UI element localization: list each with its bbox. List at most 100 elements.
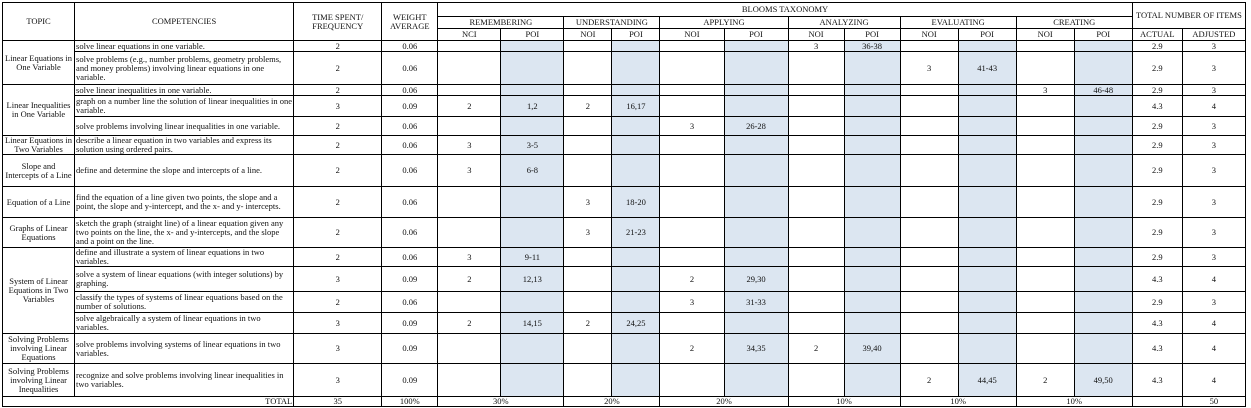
header-topic: TOPIC (1, 2, 76, 41)
nci-cell: 2 (437, 266, 502, 292)
header-sub: NOI (787, 28, 845, 41)
actual: 2.9 (1131, 40, 1183, 52)
poi-cell (611, 116, 661, 136)
poi-cell (1073, 291, 1133, 313)
nci-cell (787, 51, 845, 85)
weight: 0.09 (381, 95, 439, 117)
poi-cell (500, 333, 565, 364)
actual: 2.9 (1131, 154, 1183, 187)
nci-cell (437, 291, 502, 313)
header-level: REMEMBERING (437, 16, 565, 29)
weight: 0.09 (381, 266, 439, 292)
competency: define and illustrate a system of linear… (74, 247, 295, 267)
poi-cell (611, 333, 661, 364)
nci-cell: 2 (659, 266, 725, 292)
table-row: classify the types of systems of linear … (3, 291, 1247, 313)
adjusted: 3 (1181, 51, 1247, 85)
header-adjusted: ADJUSTED (1181, 28, 1247, 41)
poi-cell (957, 247, 1017, 267)
actual: 2.9 (1131, 135, 1183, 155)
actual: 2.9 (1131, 84, 1183, 96)
nci-cell (899, 186, 959, 218)
time-spent: 3 (293, 266, 383, 292)
poi-cell (957, 312, 1017, 334)
poi-cell (1073, 40, 1133, 52)
total-time: 35 (293, 396, 383, 407)
weight: 0.06 (381, 247, 439, 267)
nci-cell (787, 247, 845, 267)
table-row: graph on a number line the solution of l… (3, 95, 1247, 117)
time-spent: 2 (293, 217, 383, 248)
poi-cell: 6-8 (500, 154, 565, 187)
nci-cell (659, 135, 725, 155)
poi-cell: 31-33 (723, 291, 789, 313)
header-sub: NCI (437, 28, 502, 41)
nci-cell (437, 40, 502, 52)
poi-cell (843, 291, 901, 313)
actual: 2.9 (1131, 217, 1183, 248)
poi-cell (957, 217, 1017, 248)
topic: Graphs of Linear Equations (1, 217, 76, 248)
time-spent: 3 (293, 312, 383, 334)
nci-cell (563, 154, 613, 187)
poi-cell (843, 95, 901, 117)
topic: Linear Inequalities in One Variable (1, 84, 76, 136)
nci-cell (659, 247, 725, 267)
poi-cell (957, 266, 1017, 292)
poi-cell: 3-5 (500, 135, 565, 155)
poi-cell: 12,13 (500, 266, 565, 292)
nci-cell (437, 51, 502, 85)
nci-cell (1015, 312, 1075, 334)
nci-cell: 2 (1015, 363, 1075, 397)
nci-cell (787, 291, 845, 313)
nci-cell (563, 135, 613, 155)
nci-cell (437, 217, 502, 248)
level-percent: 20% (659, 396, 789, 407)
poi-cell (500, 40, 565, 52)
poi-cell (843, 266, 901, 292)
adjusted: 3 (1181, 291, 1247, 313)
header-sub: POI (611, 28, 661, 41)
time-spent: 2 (293, 154, 383, 187)
adjusted: 3 (1181, 247, 1247, 267)
header-level: CREATING (1015, 16, 1133, 29)
poi-cell: 41-43 (957, 51, 1017, 85)
poi-cell (843, 116, 901, 136)
nci-cell: 3 (787, 40, 845, 52)
poi-cell: 14,15 (500, 312, 565, 334)
nci-cell (659, 363, 725, 397)
header-weight: WEIGHT AVERAGE (381, 2, 439, 41)
nci-cell: 3 (563, 217, 613, 248)
actual: 4.3 (1131, 266, 1183, 292)
competency: solve problems (e.g., number problems, g… (74, 51, 295, 85)
header-sub: POI (843, 28, 901, 41)
nci-cell: 3 (563, 186, 613, 218)
adjusted: 4 (1181, 266, 1247, 292)
level-percent: 30% (437, 396, 565, 407)
nci-cell (659, 217, 725, 248)
nci-cell (1015, 40, 1075, 52)
nci-cell: 2 (563, 95, 613, 117)
nci-cell (563, 51, 613, 85)
topic: Linear Equations in One Variable (1, 40, 76, 85)
nci-cell (787, 312, 845, 334)
nci-cell (659, 84, 725, 96)
level-percent: 10% (1015, 396, 1133, 407)
adjusted: 3 (1181, 84, 1247, 96)
poi-cell (723, 363, 789, 397)
weight: 0.06 (381, 154, 439, 187)
nci-cell: 3 (1015, 84, 1075, 96)
poi-cell (843, 135, 901, 155)
nci-cell (563, 363, 613, 397)
poi-cell (957, 291, 1017, 313)
nci-cell (899, 40, 959, 52)
poi-cell (611, 51, 661, 85)
poi-cell (500, 363, 565, 397)
poi-cell (500, 217, 565, 248)
poi-cell (957, 84, 1017, 96)
poi-cell: 46-48 (1073, 84, 1133, 96)
adjusted: 3 (1181, 116, 1247, 136)
competency: describe a linear equation in two variab… (74, 135, 295, 155)
table-row: Solving Problems involving Linear Equati… (1, 333, 1247, 364)
